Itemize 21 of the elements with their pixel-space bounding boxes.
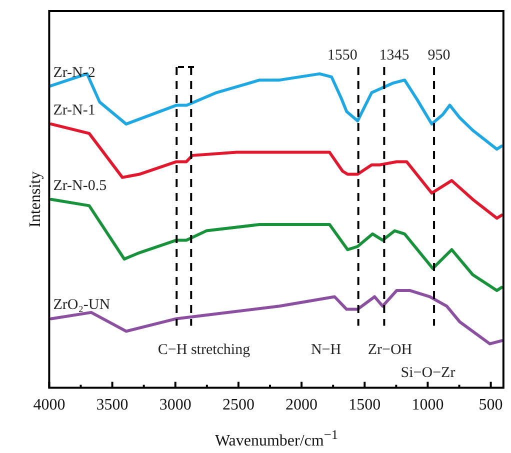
annotation: Si−O−Zr [400,364,456,381]
x-tick-label: 2500 [222,396,254,414]
x-tick-label: 2000 [286,396,318,414]
x-axis-title: Wavenumber/cm$^{−1}$ [214,427,340,450]
x-tick-label: 3500 [96,396,128,414]
ref-line-label: 950 [428,47,450,64]
x-tick-label: 3000 [159,396,192,414]
y-axis-title: Intensity [26,171,44,228]
x-tick-label: 500 [478,396,503,414]
ref-line-label: 1550 [327,47,358,64]
x-tick-label: 4000 [33,396,66,414]
x-tick-label: 1000 [412,396,444,414]
annotation: C−H stretching [158,342,251,358]
x-tick-label: 1500 [348,396,381,414]
ref-line-label: 1345 [379,47,410,64]
annotation: N−H [310,342,342,358]
series-label: Zr-N-2 [53,64,96,81]
series-label: Zr-N-1 [53,102,96,118]
series-label: ZrO₂-UN [53,297,110,314]
annotation: Zr−OH [368,342,412,358]
series-label: Zr-N-0.5 [53,178,107,194]
